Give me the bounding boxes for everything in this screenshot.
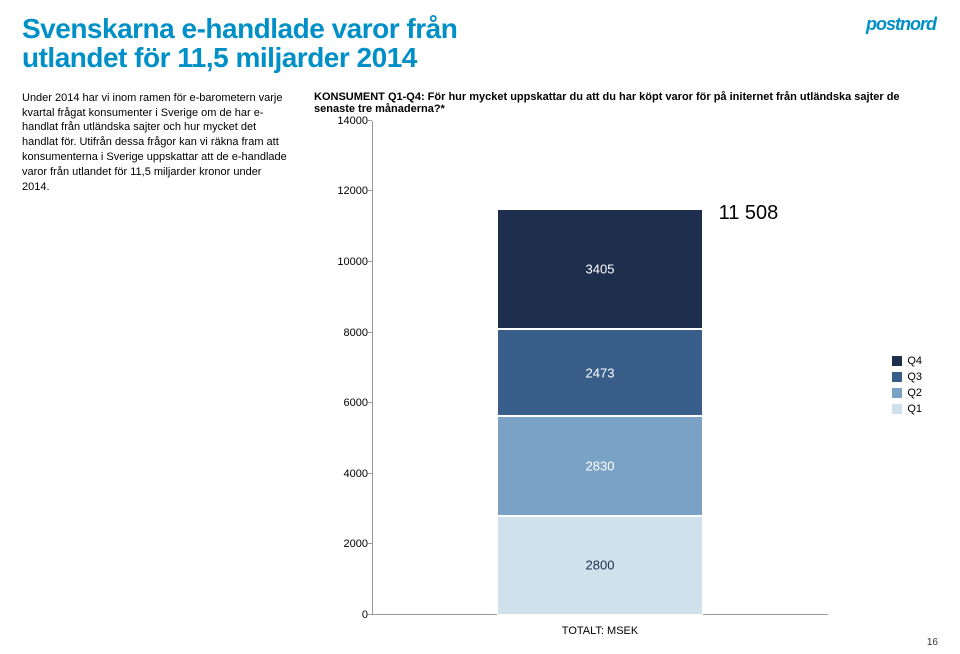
y-tick-label: 2000 — [314, 538, 368, 550]
y-tick-label: 10000 — [314, 256, 368, 268]
legend-swatch — [892, 356, 902, 366]
x-axis-label: TOTALT: MSEK — [372, 625, 828, 637]
y-tick-label: 8000 — [314, 327, 368, 339]
legend-label: Q1 — [907, 403, 922, 415]
legend-item-q3: Q3 — [892, 371, 922, 383]
plot-region: 2800 2830 2473 3405 — [372, 121, 828, 615]
legend-item-q4: Q4 — [892, 355, 922, 367]
bar-segment-q1: 2800 — [497, 516, 702, 615]
y-tick-mark — [368, 120, 372, 121]
chart-title: KONSUMENT Q1-Q4: För hur mycket uppskatt… — [314, 91, 938, 115]
bar-segment-label: 2800 — [498, 558, 701, 573]
y-tick-mark — [368, 543, 372, 544]
page-title: Svenskarna e-handlade varor från utlande… — [22, 14, 938, 73]
chart-area: 2800 2830 2473 3405 0 2000 4000 6000 8000 10000 1… — [314, 121, 938, 641]
legend-item-q2: Q2 — [892, 387, 922, 399]
total-label: 11 508 — [719, 202, 779, 225]
bar-segment-label: 2830 — [498, 459, 701, 474]
y-tick-mark — [368, 332, 372, 333]
bar-segment-q2: 2830 — [497, 416, 702, 516]
y-tick-mark — [368, 190, 372, 191]
body-text: Under 2014 har vi inom ramen för e-barom… — [22, 91, 292, 641]
bar-segment-q4: 3405 — [497, 209, 702, 329]
y-tick-mark — [368, 261, 372, 262]
legend-swatch — [892, 388, 902, 398]
legend-label: Q4 — [907, 355, 922, 367]
legend-swatch — [892, 372, 902, 382]
logo: postnord — [866, 14, 936, 35]
y-tick-mark — [368, 614, 372, 615]
y-tick-label: 4000 — [314, 468, 368, 480]
title-line1: Svenskarna e-handlade varor från — [22, 14, 938, 43]
y-tick-label: 6000 — [314, 397, 368, 409]
bar-segment-label: 2473 — [498, 365, 701, 380]
bar-segment-label: 3405 — [498, 261, 701, 276]
legend-label: Q3 — [907, 371, 922, 383]
legend-label: Q2 — [907, 387, 922, 399]
y-tick-label: 14000 — [314, 115, 368, 127]
legend-item-q1: Q1 — [892, 403, 922, 415]
y-tick-label: 0 — [314, 609, 368, 621]
page-number: 16 — [927, 637, 938, 648]
y-tick-mark — [368, 473, 372, 474]
y-tick-label: 12000 — [314, 185, 368, 197]
y-tick-mark — [368, 402, 372, 403]
bar-segment-q3: 2473 — [497, 329, 702, 416]
legend: Q4 Q3 Q2 Q1 — [892, 351, 922, 419]
legend-swatch — [892, 404, 902, 414]
title-line2: utlandet för 11,5 miljarder 2014 — [22, 43, 938, 72]
